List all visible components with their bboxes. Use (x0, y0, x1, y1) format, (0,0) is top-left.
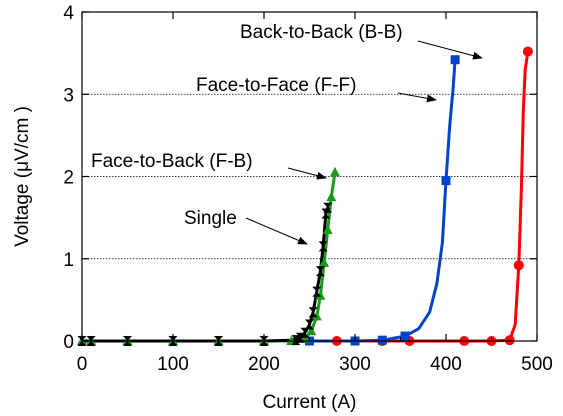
data-point-single-12 (315, 266, 325, 277)
data-point-face-to-face-f-f-5 (450, 55, 460, 65)
series-line-face-to-back-f-b (80, 170, 337, 343)
data-point-single-8 (300, 327, 310, 338)
annotation-label-back-to-back-b-b: Back-to-Back (B-B) (240, 22, 403, 43)
data-point-back-to-back-b-b-5 (504, 335, 515, 346)
annotation-arrow-face-to-face-f-f (397, 92, 437, 103)
data-point-face-to-face-f-f-3 (400, 331, 410, 341)
annotation-label-face-to-back-f-b: Face-to-Back (F-B) (91, 151, 253, 172)
axes: 0 100 200 300 400 500 0 1 2 3 4 Current (A) Voltage … (12, 3, 553, 413)
y-tick-label-3: 3 (63, 85, 74, 106)
data-point-face-to-face-f-f-4 (441, 176, 451, 186)
annotation-label-face-to-face-f-f: Face-to-Face (F-F) (196, 75, 356, 96)
series-markers-face-to-back-f-b (77, 166, 340, 345)
data-point-face-to-back-f-b-10 (315, 290, 326, 300)
data-point-face-to-back-f-b-14 (329, 166, 340, 177)
data-point-back-to-back-b-b-6 (513, 260, 524, 271)
data-point-single-13 (318, 241, 328, 252)
data-point-single-9 (305, 319, 314, 330)
x-axis-title: Current (A) (263, 392, 357, 413)
data-point-single-11 (312, 286, 322, 297)
y-tick-label-0: 0 (63, 332, 74, 353)
data-point-back-to-back-b-b-7 (522, 46, 533, 57)
data-point-face-to-back-f-b-8 (306, 325, 317, 336)
annotation-arrow-face-to-back-f-b (287, 167, 327, 180)
x-tick-label-4: 400 (430, 354, 462, 375)
annotation-label-single: Single (184, 208, 237, 229)
y-axis-title: Voltage (μV/cm ) (12, 106, 33, 247)
x-tick-label-0: 0 (77, 354, 88, 375)
x-tick-label-1: 100 (157, 354, 189, 375)
data-point-face-to-back-f-b-13 (326, 191, 337, 202)
plot-frame (81, 11, 538, 342)
data-point-single-15 (323, 202, 333, 213)
y-tick-label-1: 1 (63, 250, 74, 271)
x-tick-label-2: 200 (248, 354, 280, 375)
annotation-arrow-back-to-back-b-b (417, 40, 483, 60)
data-point-face-to-back-f-b-11 (319, 257, 330, 267)
y-tick-label-4: 4 (63, 3, 74, 24)
data-point-face-to-face-f-f-2 (377, 335, 387, 345)
data-point-face-to-back-f-b-9 (311, 310, 322, 321)
x-tick-label-5: 500 (521, 354, 553, 375)
annotations: Back-to-Back (B-B) Face-to-Face (F-F) Face… (91, 22, 483, 245)
data-point-single-7 (295, 332, 305, 343)
grid-lines (82, 93, 537, 260)
data-point-single-10 (308, 307, 318, 318)
data-point-face-to-back-f-b-12 (322, 224, 333, 234)
y-tick-label-2: 2 (63, 168, 74, 189)
x-tick-label-3: 300 (339, 354, 371, 375)
annotation-arrow-single (245, 217, 308, 245)
